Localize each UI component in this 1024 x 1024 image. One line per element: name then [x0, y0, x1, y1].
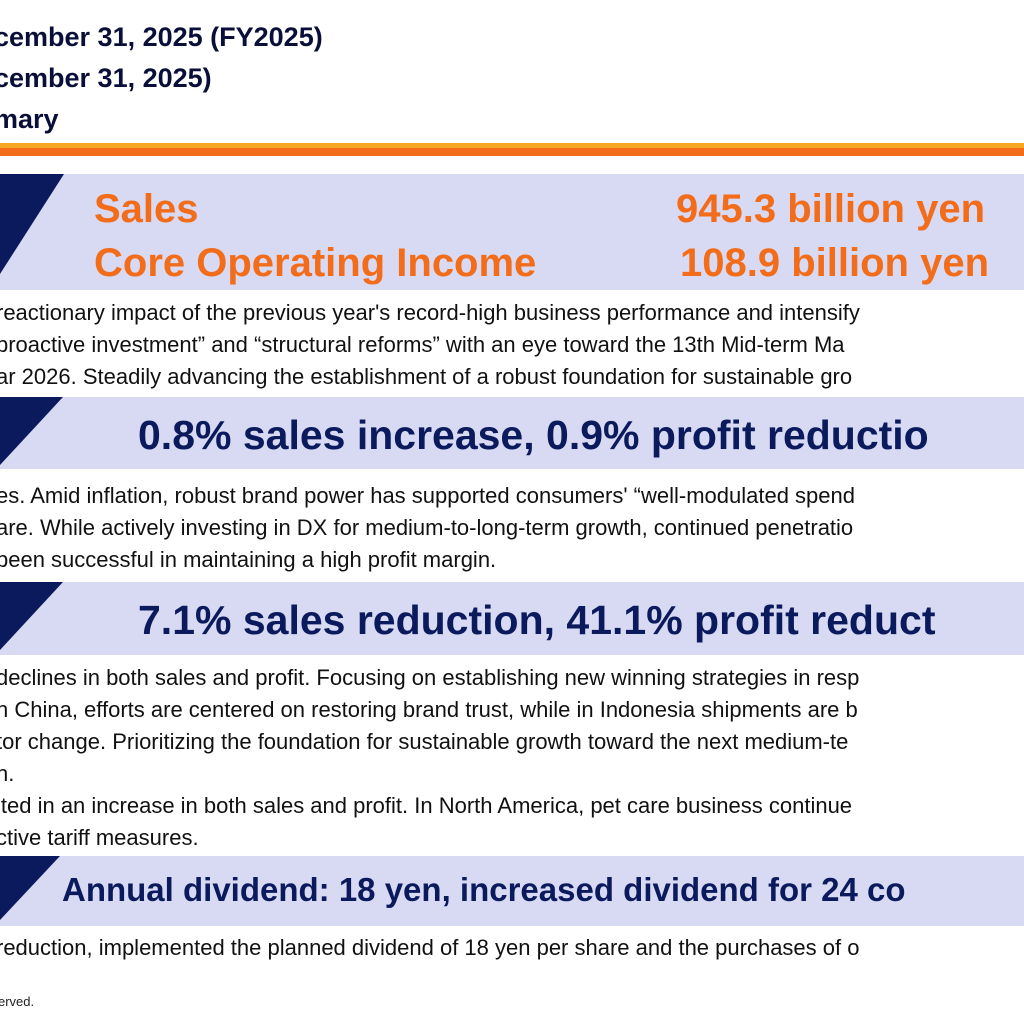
section4-band — [0, 856, 1024, 926]
header-rule-orange — [0, 148, 1024, 156]
section3-text-line: lted in an increase in both sales and pr… — [0, 793, 853, 818]
band-triangle-icon — [0, 174, 64, 274]
section3-band — [0, 582, 1024, 655]
header-rule-gold — [0, 143, 1024, 148]
band-triangle-icon — [0, 582, 63, 650]
footer-copyright: erved. — [0, 994, 35, 1009]
section2-text-line: are. While actively investing in DX for … — [0, 515, 854, 540]
section3-text-line: n China, efforts are centered on restori… — [0, 697, 858, 722]
section4-text-line: reduction, implemented the planned divid… — [0, 935, 860, 960]
summary-text-line: reactionary impact of the previous year'… — [0, 300, 860, 325]
page-title-line-2: cember 31, 2025) — [0, 63, 212, 93]
sales-value: 945.3 billion yen — [676, 187, 986, 231]
core-operating-income-value: 108.9 billion yen — [680, 241, 990, 285]
section4-heading: Annual dividend: 18 yen, increased divid… — [62, 871, 906, 908]
page-title-line-3: mary — [0, 104, 59, 134]
summary-text-line: ar 2026. Steadily advancing the establis… — [0, 364, 853, 389]
sales-label: Sales — [94, 187, 199, 231]
section3-text-line: h. — [0, 761, 15, 786]
section3-text-line: ctive tariff measures. — [0, 825, 199, 850]
summary-text-line: proactive investment” and “structural re… — [0, 332, 845, 357]
section3-heading: 7.1% sales reduction, 41.1% profit reduc… — [138, 597, 936, 643]
band-triangle-icon — [0, 856, 60, 920]
section3-text-line: tor change. Prioritizing the foundation … — [0, 729, 849, 754]
core-operating-income-label: Core Operating Income — [94, 241, 537, 285]
section2-text-line: been successful in maintaining a high pr… — [0, 547, 497, 572]
section3-text-line: declines in both sales and profit. Focus… — [0, 665, 860, 690]
band-triangle-icon — [0, 397, 63, 465]
section2-band — [0, 397, 1024, 469]
summary-band — [0, 174, 1024, 290]
section2-text-line: es. Amid inflation, robust brand power h… — [0, 483, 855, 508]
page-title-line-1: cember 31, 2025 (FY2025) — [0, 22, 323, 52]
section2-heading: 0.8% sales increase, 0.9% profit reducti… — [138, 412, 929, 458]
